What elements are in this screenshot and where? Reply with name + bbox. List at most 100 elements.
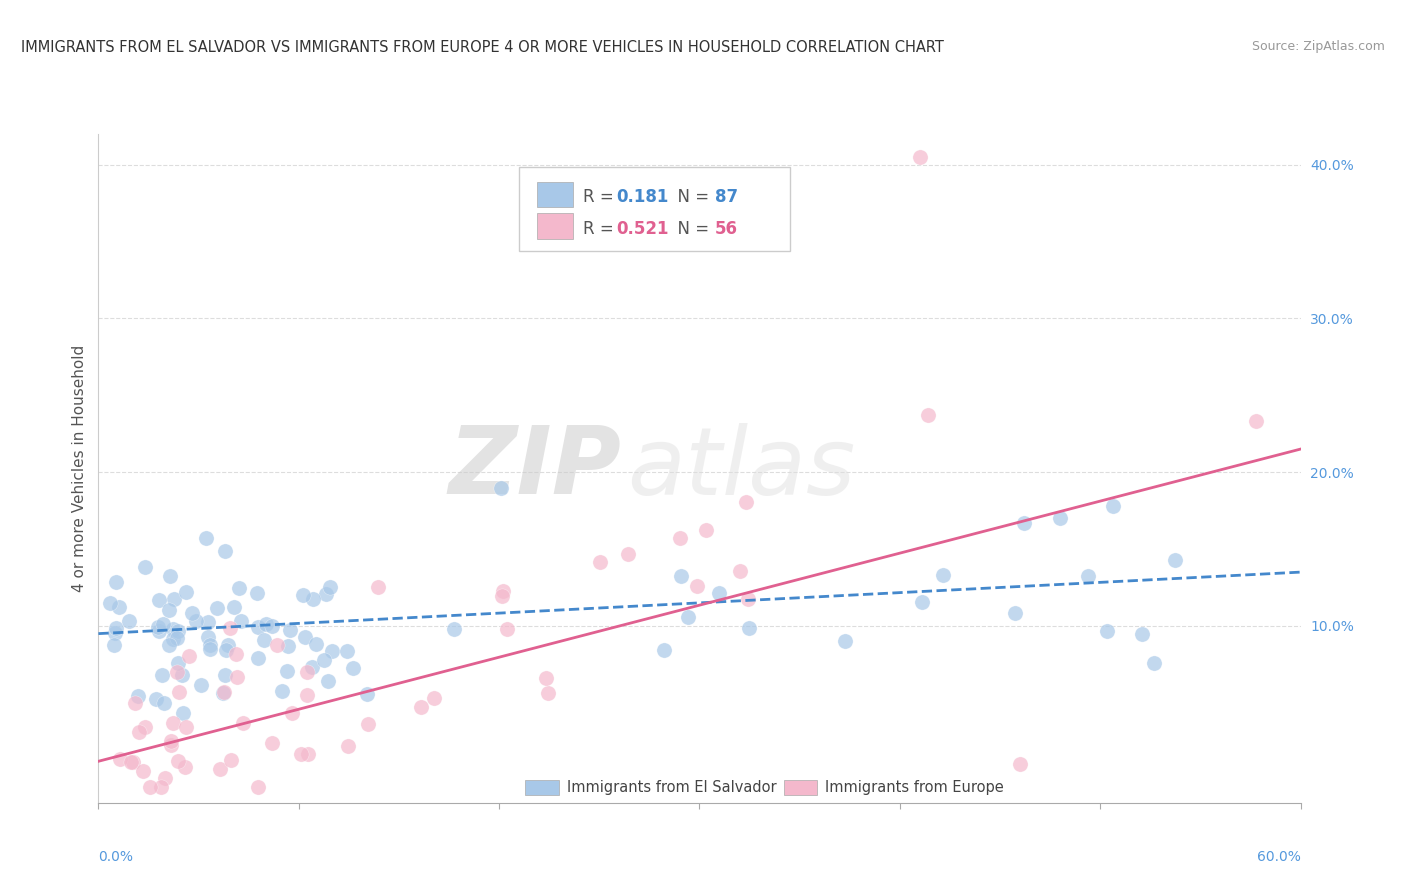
Point [271, 683, 294, 698]
FancyBboxPatch shape [537, 213, 574, 239]
Point [174, 720, 197, 734]
Text: ZIP: ZIP [449, 422, 621, 515]
Text: Source: ZipAtlas.com: Source: ZipAtlas.com [1251, 40, 1385, 54]
Point [1004, 607, 1026, 621]
Point [314, 653, 336, 667]
Point [301, 660, 323, 674]
Point [1010, 757, 1032, 772]
Point [217, 638, 239, 652]
Text: 60.0%: 60.0% [1257, 849, 1301, 863]
Point [167, 657, 190, 671]
Point [172, 706, 194, 721]
Point [232, 716, 254, 731]
Point [443, 622, 465, 636]
Point [194, 531, 217, 545]
Point [132, 764, 155, 779]
Point [228, 582, 250, 596]
Point [1049, 510, 1071, 524]
Point [262, 736, 284, 750]
Point [179, 648, 201, 663]
Point [278, 623, 301, 637]
Point [246, 620, 269, 634]
Point [100, 596, 122, 610]
Point [150, 668, 173, 682]
Point [163, 591, 186, 606]
Point [207, 600, 229, 615]
Point [281, 706, 304, 720]
Point [152, 617, 174, 632]
Point [737, 592, 759, 607]
Point [246, 586, 269, 600]
FancyBboxPatch shape [783, 780, 817, 795]
Point [669, 532, 692, 546]
Point [423, 690, 446, 705]
Point [367, 580, 389, 594]
Point [686, 579, 709, 593]
Point [197, 615, 219, 629]
Y-axis label: 4 or more Vehicles in Household: 4 or more Vehicles in Household [72, 344, 87, 592]
Point [166, 631, 188, 645]
Point [305, 637, 328, 651]
Point [617, 547, 640, 561]
Point [297, 747, 319, 761]
Point [103, 626, 125, 640]
Point [197, 630, 219, 644]
Text: Immigrants from Europe: Immigrants from Europe [824, 780, 1004, 795]
Point [166, 665, 188, 679]
Point [315, 587, 337, 601]
Point [1102, 499, 1125, 513]
FancyBboxPatch shape [526, 780, 558, 795]
Point [134, 720, 156, 734]
Point [247, 780, 270, 795]
Point [294, 631, 316, 645]
Point [1012, 516, 1035, 531]
Point [652, 643, 675, 657]
Point [190, 678, 212, 692]
Text: 0.0%: 0.0% [98, 849, 134, 863]
Text: 56: 56 [716, 219, 738, 238]
Point [489, 481, 512, 495]
Point [669, 569, 692, 583]
Point [254, 616, 277, 631]
Point [277, 640, 299, 654]
Point [139, 780, 162, 795]
Point [318, 673, 340, 688]
Point [157, 603, 180, 617]
Point [1244, 414, 1267, 428]
Point [357, 716, 380, 731]
Point [198, 642, 221, 657]
Point [159, 734, 181, 748]
Point [198, 638, 221, 652]
Point [409, 699, 432, 714]
Point [342, 661, 364, 675]
Point [167, 685, 190, 699]
Point [212, 686, 235, 700]
Point [246, 650, 269, 665]
Point [302, 591, 325, 606]
Point [146, 620, 169, 634]
Point [336, 643, 359, 657]
Point [834, 634, 856, 648]
Text: N =: N = [666, 188, 714, 206]
Point [734, 494, 756, 508]
Point [356, 687, 378, 701]
Point [118, 614, 141, 628]
Point [1164, 553, 1187, 567]
Point [103, 638, 125, 652]
Point [231, 615, 253, 629]
Point [181, 607, 204, 621]
Text: R =: R = [583, 219, 619, 238]
Point [728, 564, 751, 578]
Point [219, 621, 242, 635]
Text: atlas: atlas [627, 423, 856, 514]
Text: R =: R = [583, 188, 619, 206]
Point [159, 738, 181, 752]
Point [107, 599, 129, 614]
Point [337, 739, 360, 753]
Point [225, 647, 247, 661]
Point [262, 619, 284, 633]
Point [127, 689, 149, 703]
Point [148, 592, 170, 607]
Point [321, 644, 343, 658]
Point [252, 632, 274, 647]
